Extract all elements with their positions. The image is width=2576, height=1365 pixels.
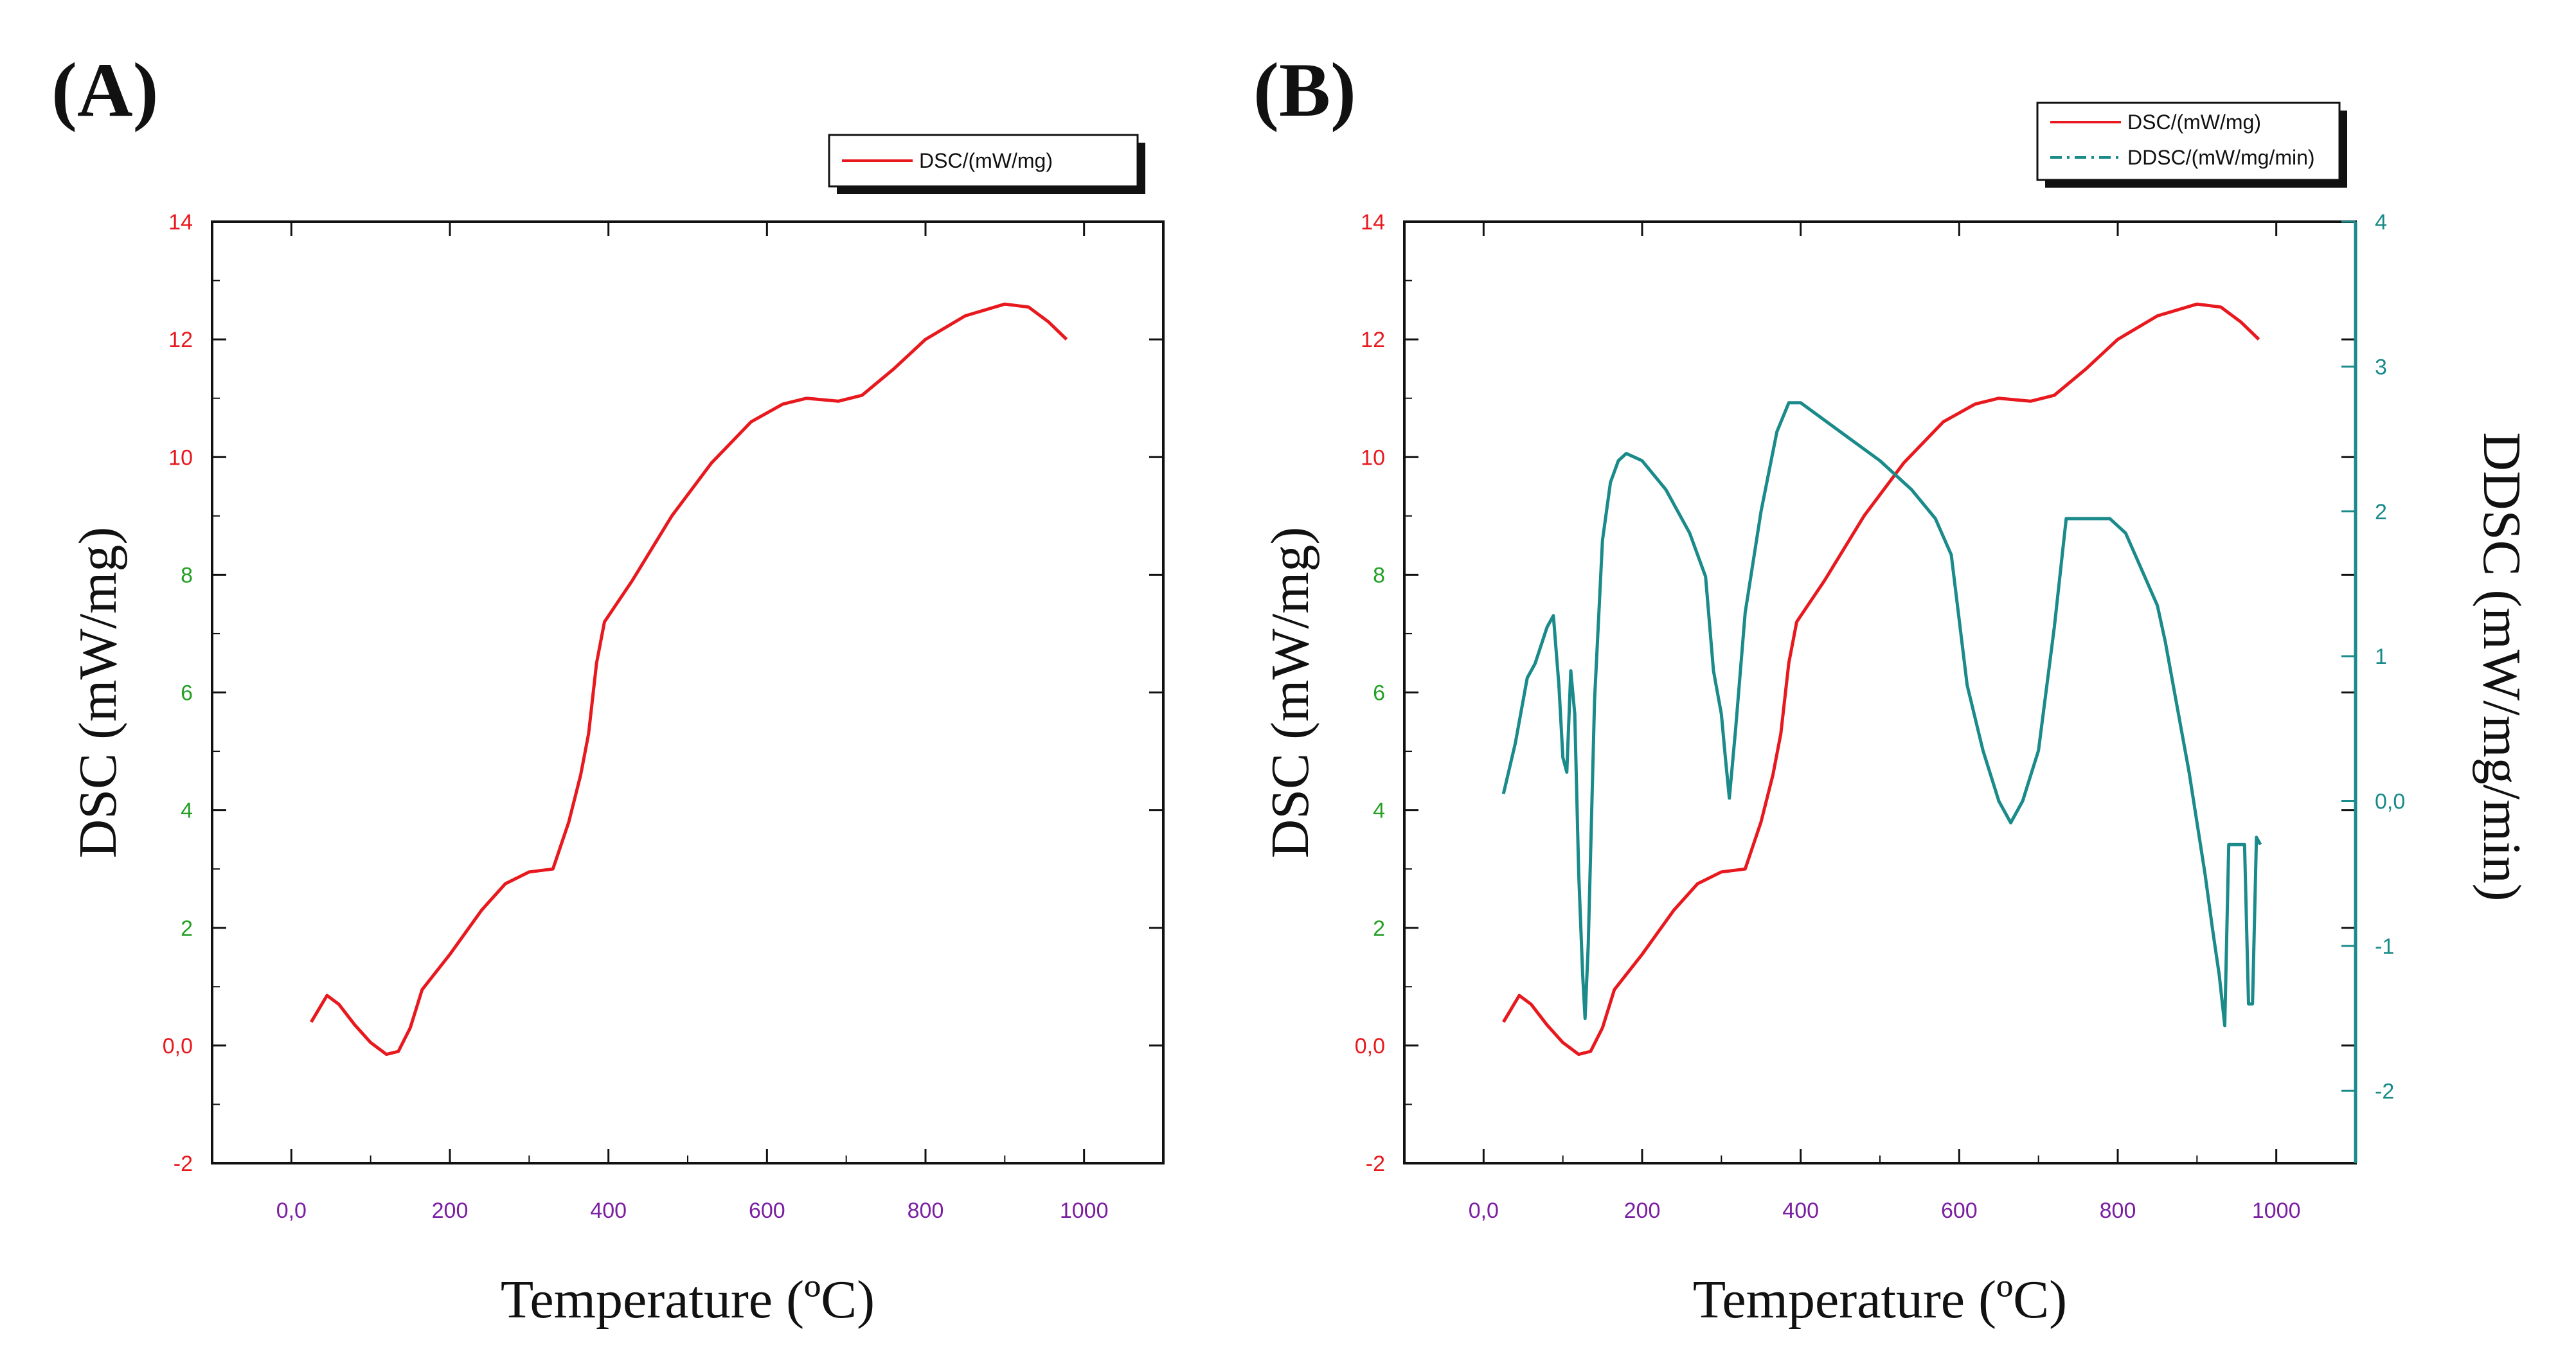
y2-tick-label: -1 xyxy=(2375,934,2394,959)
plot-frame xyxy=(1403,220,2357,1164)
x-tick-label: 400 xyxy=(1782,1199,1819,1223)
y-axis-ticks: -2 0,0 2 4 6 8 10 12 14 xyxy=(1355,210,2356,1176)
x-axis-title: Temperature (ºC) xyxy=(501,1270,875,1330)
y-tick-label: 10 xyxy=(168,445,193,470)
x-tick-label: 1000 xyxy=(1060,1199,1109,1223)
legend-box xyxy=(2036,102,2341,181)
y-tick-label: 0,0 xyxy=(163,1034,193,1058)
y2-tick-label: 0,0 xyxy=(2375,790,2405,814)
y-axis-title: DSC (mW/mg) xyxy=(1260,527,1320,859)
x-tick-label: 200 xyxy=(1624,1199,1661,1223)
series-line-ddsc xyxy=(1501,401,2262,1028)
y-tick-label: 10 xyxy=(1361,445,1385,470)
y2-tick-label: 4 xyxy=(2375,210,2387,235)
y2-axis-ticks: -2 -1 0,0 1 2 3 4 xyxy=(2341,210,2405,1163)
series-line-dsc xyxy=(1502,302,2260,1057)
x-tick-label: 600 xyxy=(749,1199,785,1223)
x-tick-label: 400 xyxy=(590,1199,627,1223)
plot-frame xyxy=(211,220,1165,1164)
legend: DSC/(mW/mg) xyxy=(828,134,1145,194)
y-tick-label: 6 xyxy=(181,681,193,706)
y-tick-label: 4 xyxy=(1373,799,1385,823)
y-tick-label: 8 xyxy=(1373,563,1385,587)
x-axis-title: Temperature (ºC) xyxy=(1693,1270,2067,1330)
y-axis-title: DSC (mW/mg) xyxy=(68,527,128,859)
legend-entry-dsc: DSC/(mW/mg) xyxy=(2127,111,2261,134)
panel-label-a: (A) xyxy=(51,47,159,132)
y-tick-label: 14 xyxy=(168,210,193,235)
panel-label-b: (B) xyxy=(1253,47,1356,132)
y-axis-ticks: -2 0,0 2 4 6 8 10 12 14 xyxy=(163,210,1163,1176)
y-tick-label: 14 xyxy=(1361,210,1385,235)
x-axis-ticks: 0,0 200 400 600 800 1000 xyxy=(1469,222,2301,1223)
series-lines xyxy=(310,302,1068,1057)
x-tick-label: 600 xyxy=(1941,1199,1978,1223)
x-tick-label: 1000 xyxy=(2252,1199,2301,1223)
y-tick-label: -2 xyxy=(1366,1152,1385,1176)
x-tick-label: 0,0 xyxy=(1469,1199,1499,1223)
series-lines xyxy=(1501,302,2262,1057)
legend-entry-ddsc: DDSC/(mW/mg/min) xyxy=(2127,146,2315,169)
x-tick-label: 0,0 xyxy=(276,1199,307,1223)
x-tick-label: 800 xyxy=(2100,1199,2136,1223)
y2-tick-label: 2 xyxy=(2375,500,2387,524)
y-tick-label: 6 xyxy=(1373,681,1385,706)
x-tick-label: 200 xyxy=(432,1199,469,1223)
y2-tick-label: 3 xyxy=(2375,355,2387,379)
y-tick-label: 0,0 xyxy=(1355,1034,1385,1058)
x-axis-ticks: 0,0 200 400 600 800 1000 xyxy=(276,222,1109,1223)
y-tick-label: 2 xyxy=(181,916,193,941)
x-tick-label: 800 xyxy=(908,1199,944,1223)
y-tick-label: 12 xyxy=(1361,328,1385,352)
y2-tick-label: -2 xyxy=(2375,1079,2394,1103)
y-tick-label: 8 xyxy=(181,563,193,587)
legend-entry-dsc: DSC/(mW/mg) xyxy=(919,149,1053,172)
y2-axis-title: DDSC (mW/mg/min) xyxy=(2472,432,2532,901)
y-tick-label: 12 xyxy=(168,328,193,352)
y-tick-label: -2 xyxy=(174,1152,193,1176)
y2-tick-label: 1 xyxy=(2375,645,2387,669)
series-line-dsc xyxy=(310,302,1068,1057)
y-tick-label: 2 xyxy=(1373,916,1385,941)
legend: DSC/(mW/mg) DDSC/(mW/mg/min) xyxy=(2036,102,2347,188)
y-tick-label: 4 xyxy=(181,799,193,823)
